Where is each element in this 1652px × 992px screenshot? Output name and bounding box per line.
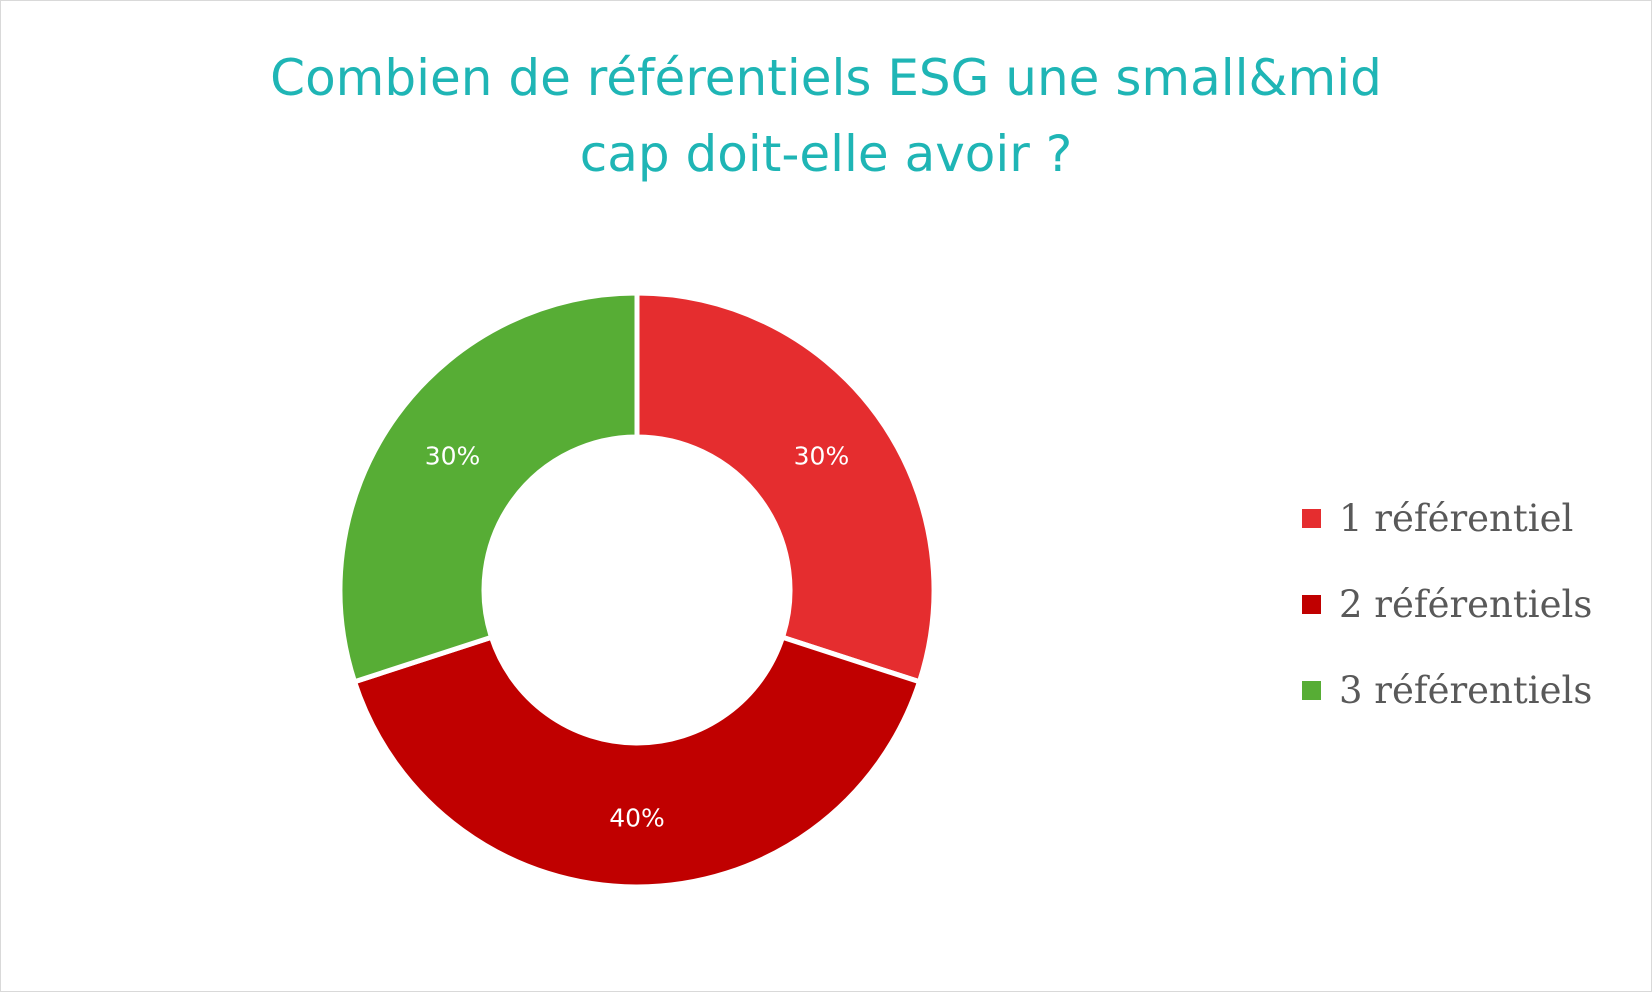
chart-title-line-2: cap doit-elle avoir ?	[579, 125, 1073, 183]
donut-slices	[337, 290, 937, 890]
donut-slice-2	[351, 634, 923, 890]
donut-data-label-2: 40%	[609, 804, 665, 833]
donut-data-label-3: 30%	[425, 441, 481, 470]
legend-item-2: 2 référentiels	[1302, 561, 1592, 647]
legend-swatch-2	[1302, 594, 1321, 614]
legend-item-3: 3 référentiels	[1302, 647, 1592, 733]
legend-swatch-3	[1302, 680, 1321, 700]
chart-title: Combien de référentiels ESG une small&mi…	[0, 40, 1652, 192]
donut-slice-1	[634, 290, 937, 685]
chart-legend: 1 référentiel 2 référentiels 3 référenti…	[1302, 475, 1592, 733]
donut-data-labels: 30% 40% 30%	[425, 441, 849, 832]
legend-label-3: 3 référentiels	[1339, 668, 1593, 712]
chart-title-line-1: Combien de référentiels ESG une small&mi…	[270, 49, 1382, 107]
donut-data-label-1: 30%	[794, 441, 850, 470]
donut-slice-3	[337, 290, 640, 685]
legend-label-1: 1 référentiel	[1339, 496, 1574, 540]
legend-label-2: 2 référentiels	[1339, 582, 1593, 626]
legend-item-1: 1 référentiel	[1302, 475, 1592, 561]
legend-swatch-1	[1302, 508, 1321, 528]
